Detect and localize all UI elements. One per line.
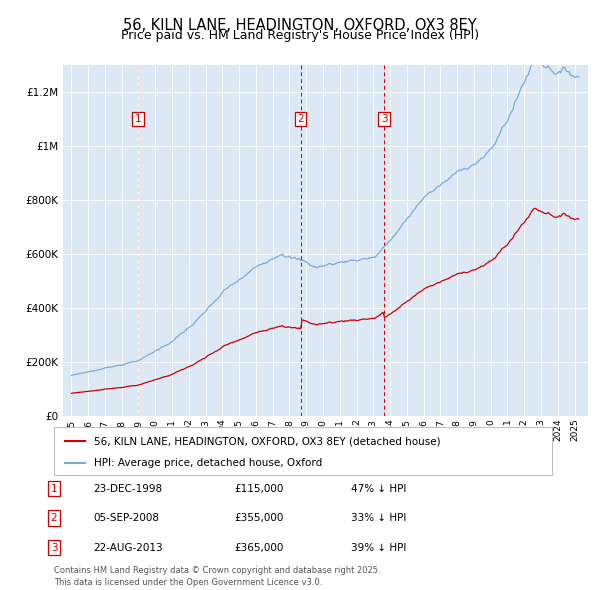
- Text: 22-AUG-2013: 22-AUG-2013: [93, 543, 163, 552]
- Text: £365,000: £365,000: [234, 543, 283, 552]
- Text: 33% ↓ HPI: 33% ↓ HPI: [351, 513, 406, 523]
- Text: 3: 3: [50, 543, 58, 552]
- Text: 1: 1: [134, 114, 141, 124]
- Text: HPI: Average price, detached house, Oxford: HPI: Average price, detached house, Oxfo…: [94, 458, 322, 468]
- Text: 56, KILN LANE, HEADINGTON, OXFORD, OX3 8EY: 56, KILN LANE, HEADINGTON, OXFORD, OX3 8…: [123, 18, 477, 32]
- Text: £115,000: £115,000: [234, 484, 283, 493]
- Text: 23-DEC-1998: 23-DEC-1998: [93, 484, 162, 493]
- Text: 1: 1: [50, 484, 58, 493]
- Text: Contains HM Land Registry data © Crown copyright and database right 2025.
This d: Contains HM Land Registry data © Crown c…: [54, 566, 380, 587]
- Text: 47% ↓ HPI: 47% ↓ HPI: [351, 484, 406, 493]
- Text: 39% ↓ HPI: 39% ↓ HPI: [351, 543, 406, 552]
- Text: £355,000: £355,000: [234, 513, 283, 523]
- Text: 2: 2: [50, 513, 58, 523]
- Text: 56, KILN LANE, HEADINGTON, OXFORD, OX3 8EY (detached house): 56, KILN LANE, HEADINGTON, OXFORD, OX3 8…: [94, 436, 440, 446]
- Text: 2: 2: [298, 114, 304, 124]
- Text: 3: 3: [381, 114, 388, 124]
- Text: Price paid vs. HM Land Registry's House Price Index (HPI): Price paid vs. HM Land Registry's House …: [121, 30, 479, 42]
- Text: 05-SEP-2008: 05-SEP-2008: [93, 513, 159, 523]
